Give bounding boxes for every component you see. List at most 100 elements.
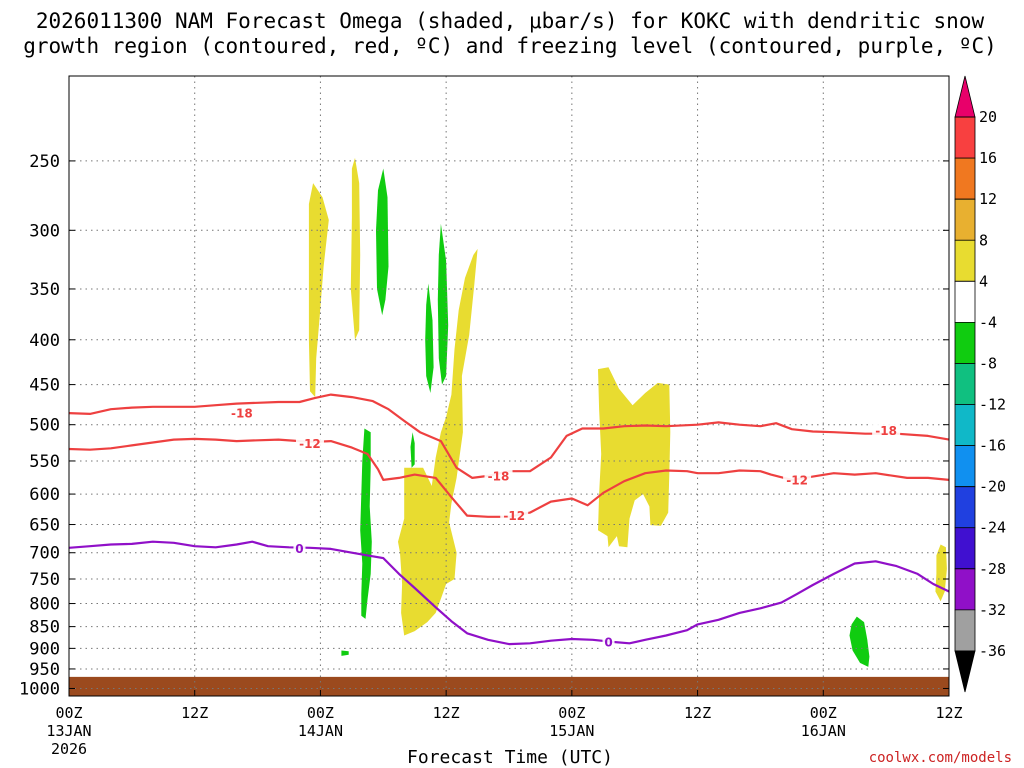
colorbar-label-0: 20 bbox=[979, 108, 997, 126]
contour-line-2 bbox=[68, 540, 950, 646]
colorbar-segment-10 bbox=[954, 486, 976, 529]
sinking-omega-region-7 bbox=[437, 223, 449, 385]
colorbar-label-1: 16 bbox=[979, 149, 997, 167]
colorbar-segment-11 bbox=[954, 527, 976, 570]
xtick-label-7: 12Z bbox=[935, 704, 962, 722]
rising-omega-region-0 bbox=[308, 183, 329, 398]
chart-title-line-1: 2026011300 NAM Forecast Omega (shaded, μ… bbox=[36, 9, 985, 33]
colorbar-label-5: -4 bbox=[979, 313, 997, 331]
ytick-label-450: 450 bbox=[29, 376, 60, 396]
xtick-label-6: 00Z bbox=[810, 704, 837, 722]
ytick-label-700: 700 bbox=[29, 544, 60, 564]
ytick-label-550: 550 bbox=[29, 452, 60, 472]
ytick-label-1000: 1000 bbox=[19, 679, 60, 699]
colorbar-segment-13 bbox=[954, 609, 976, 652]
colorbar-segment-5 bbox=[954, 280, 976, 323]
colorbar-segment-12 bbox=[954, 568, 976, 611]
contour-label-bg-1-0 bbox=[295, 436, 324, 451]
sinking-omega-region-12 bbox=[849, 616, 870, 667]
colorbar-label-4: 4 bbox=[979, 272, 988, 290]
contour-label-1-1: -12 bbox=[503, 509, 525, 523]
xtick-label-2: 00Z bbox=[307, 704, 334, 722]
contour-layer: -18 -18 -18 -12 -12 -12 0 0 bbox=[68, 393, 950, 649]
xtick-date-2: 14JAN bbox=[298, 722, 343, 740]
omega-shading-layer bbox=[308, 157, 947, 667]
sinking-omega-region-11 bbox=[341, 650, 349, 656]
ytick-label-750: 750 bbox=[29, 570, 60, 590]
sinking-omega-region-8 bbox=[425, 283, 434, 393]
rising-omega-region-2 bbox=[427, 248, 478, 574]
colorbar-label-3: 8 bbox=[979, 231, 988, 249]
colorbar-segment-9 bbox=[954, 445, 976, 488]
ytick-label-300: 300 bbox=[29, 221, 60, 241]
contour-label-bg-1-1 bbox=[500, 508, 529, 523]
contour-label-1-0: -12 bbox=[299, 437, 321, 451]
contour-line-0 bbox=[68, 393, 950, 479]
contour-label-0-2: -18 bbox=[875, 424, 897, 438]
colorbar-segment-8 bbox=[954, 404, 976, 447]
xtick-date-0: 13JAN bbox=[46, 722, 91, 740]
sinking-omega-region-9 bbox=[360, 428, 372, 619]
xtick-label-5: 12Z bbox=[684, 704, 711, 722]
contour-label-0-0: -18 bbox=[231, 407, 253, 421]
xtick-label-1: 12Z bbox=[181, 704, 208, 722]
contour-label-bg-1-2 bbox=[783, 472, 812, 487]
contour-line-1 bbox=[68, 437, 950, 518]
xtick-year-0: 2026 bbox=[51, 740, 87, 758]
ytick-label-950: 950 bbox=[29, 660, 60, 680]
ytick-label-500: 500 bbox=[29, 416, 60, 436]
xtick-date-4: 15JAN bbox=[549, 722, 594, 740]
contour-label-2-1: 0 bbox=[604, 635, 612, 649]
xtick-label-4: 00Z bbox=[558, 704, 585, 722]
contour-label-bg-2-0 bbox=[293, 541, 306, 556]
omega-colorbar: 20 16 12 8 4 -4 -8 -12 -16 -20 -24 -28 -32 -36 bbox=[954, 75, 1006, 693]
xtick-label-0: 00Z bbox=[55, 704, 82, 722]
ytick-label-650: 650 bbox=[29, 516, 60, 536]
contour-label-bg-0-1 bbox=[484, 468, 513, 483]
plot-frame bbox=[68, 75, 950, 697]
colorbar-label-13: -36 bbox=[979, 642, 1006, 660]
ytick-label-250: 250 bbox=[29, 152, 60, 172]
sinking-omega-region-10 bbox=[410, 432, 415, 468]
grid-layer bbox=[69, 76, 949, 696]
terrain-fill bbox=[69, 676, 949, 696]
x-axis-label: Forecast Time (UTC) bbox=[407, 747, 613, 768]
ytick-label-600: 600 bbox=[29, 485, 60, 505]
colorbar-segment-2 bbox=[954, 157, 976, 200]
contour-label-bg-2-1 bbox=[602, 634, 615, 649]
contour-label-bg-0-2 bbox=[872, 423, 901, 438]
sinking-omega-region-6 bbox=[376, 168, 389, 316]
colorbar-label-7: -12 bbox=[979, 396, 1006, 414]
ytick-label-800: 800 bbox=[29, 595, 60, 615]
contour-label-1-2: -12 bbox=[786, 473, 808, 487]
rising-omega-region-1 bbox=[350, 157, 361, 340]
colorbar-label-9: -20 bbox=[979, 478, 1006, 496]
y-axis-ticks: 2503003504004505005506006507007508008509… bbox=[19, 152, 949, 699]
ytick-label-850: 850 bbox=[29, 618, 60, 638]
terrain-layer bbox=[69, 676, 949, 696]
ytick-label-400: 400 bbox=[29, 331, 60, 351]
rising-omega-region-3 bbox=[398, 467, 457, 636]
colorbar-label-8: -16 bbox=[979, 437, 1006, 455]
colorbar-label-12: -32 bbox=[979, 601, 1006, 619]
contour-label-bg-0-0 bbox=[227, 406, 256, 421]
colorbar-segment-4 bbox=[954, 239, 976, 282]
xtick-label-3: 12Z bbox=[433, 704, 460, 722]
credit-text: coolwx.com/models bbox=[869, 750, 1012, 766]
colorbar-segment-3 bbox=[954, 198, 976, 241]
colorbar-label-6: -8 bbox=[979, 354, 997, 372]
rising-omega-region-4 bbox=[598, 367, 671, 548]
colorbar-label-11: -28 bbox=[979, 560, 1006, 578]
colorbar-label-2: 12 bbox=[979, 190, 997, 208]
colorbar-segment-0 bbox=[954, 75, 976, 118]
ytick-label-900: 900 bbox=[29, 639, 60, 659]
chart-title-line-2: growth region (contoured, red, ºC) and f… bbox=[23, 34, 997, 58]
colorbar-segment-14 bbox=[954, 650, 976, 693]
xtick-date-6: 16JAN bbox=[801, 722, 846, 740]
colorbar-segment-1 bbox=[954, 116, 976, 159]
contour-label-2-0: 0 bbox=[295, 542, 303, 556]
colorbar-segment-6 bbox=[954, 321, 976, 364]
ytick-label-350: 350 bbox=[29, 280, 60, 300]
